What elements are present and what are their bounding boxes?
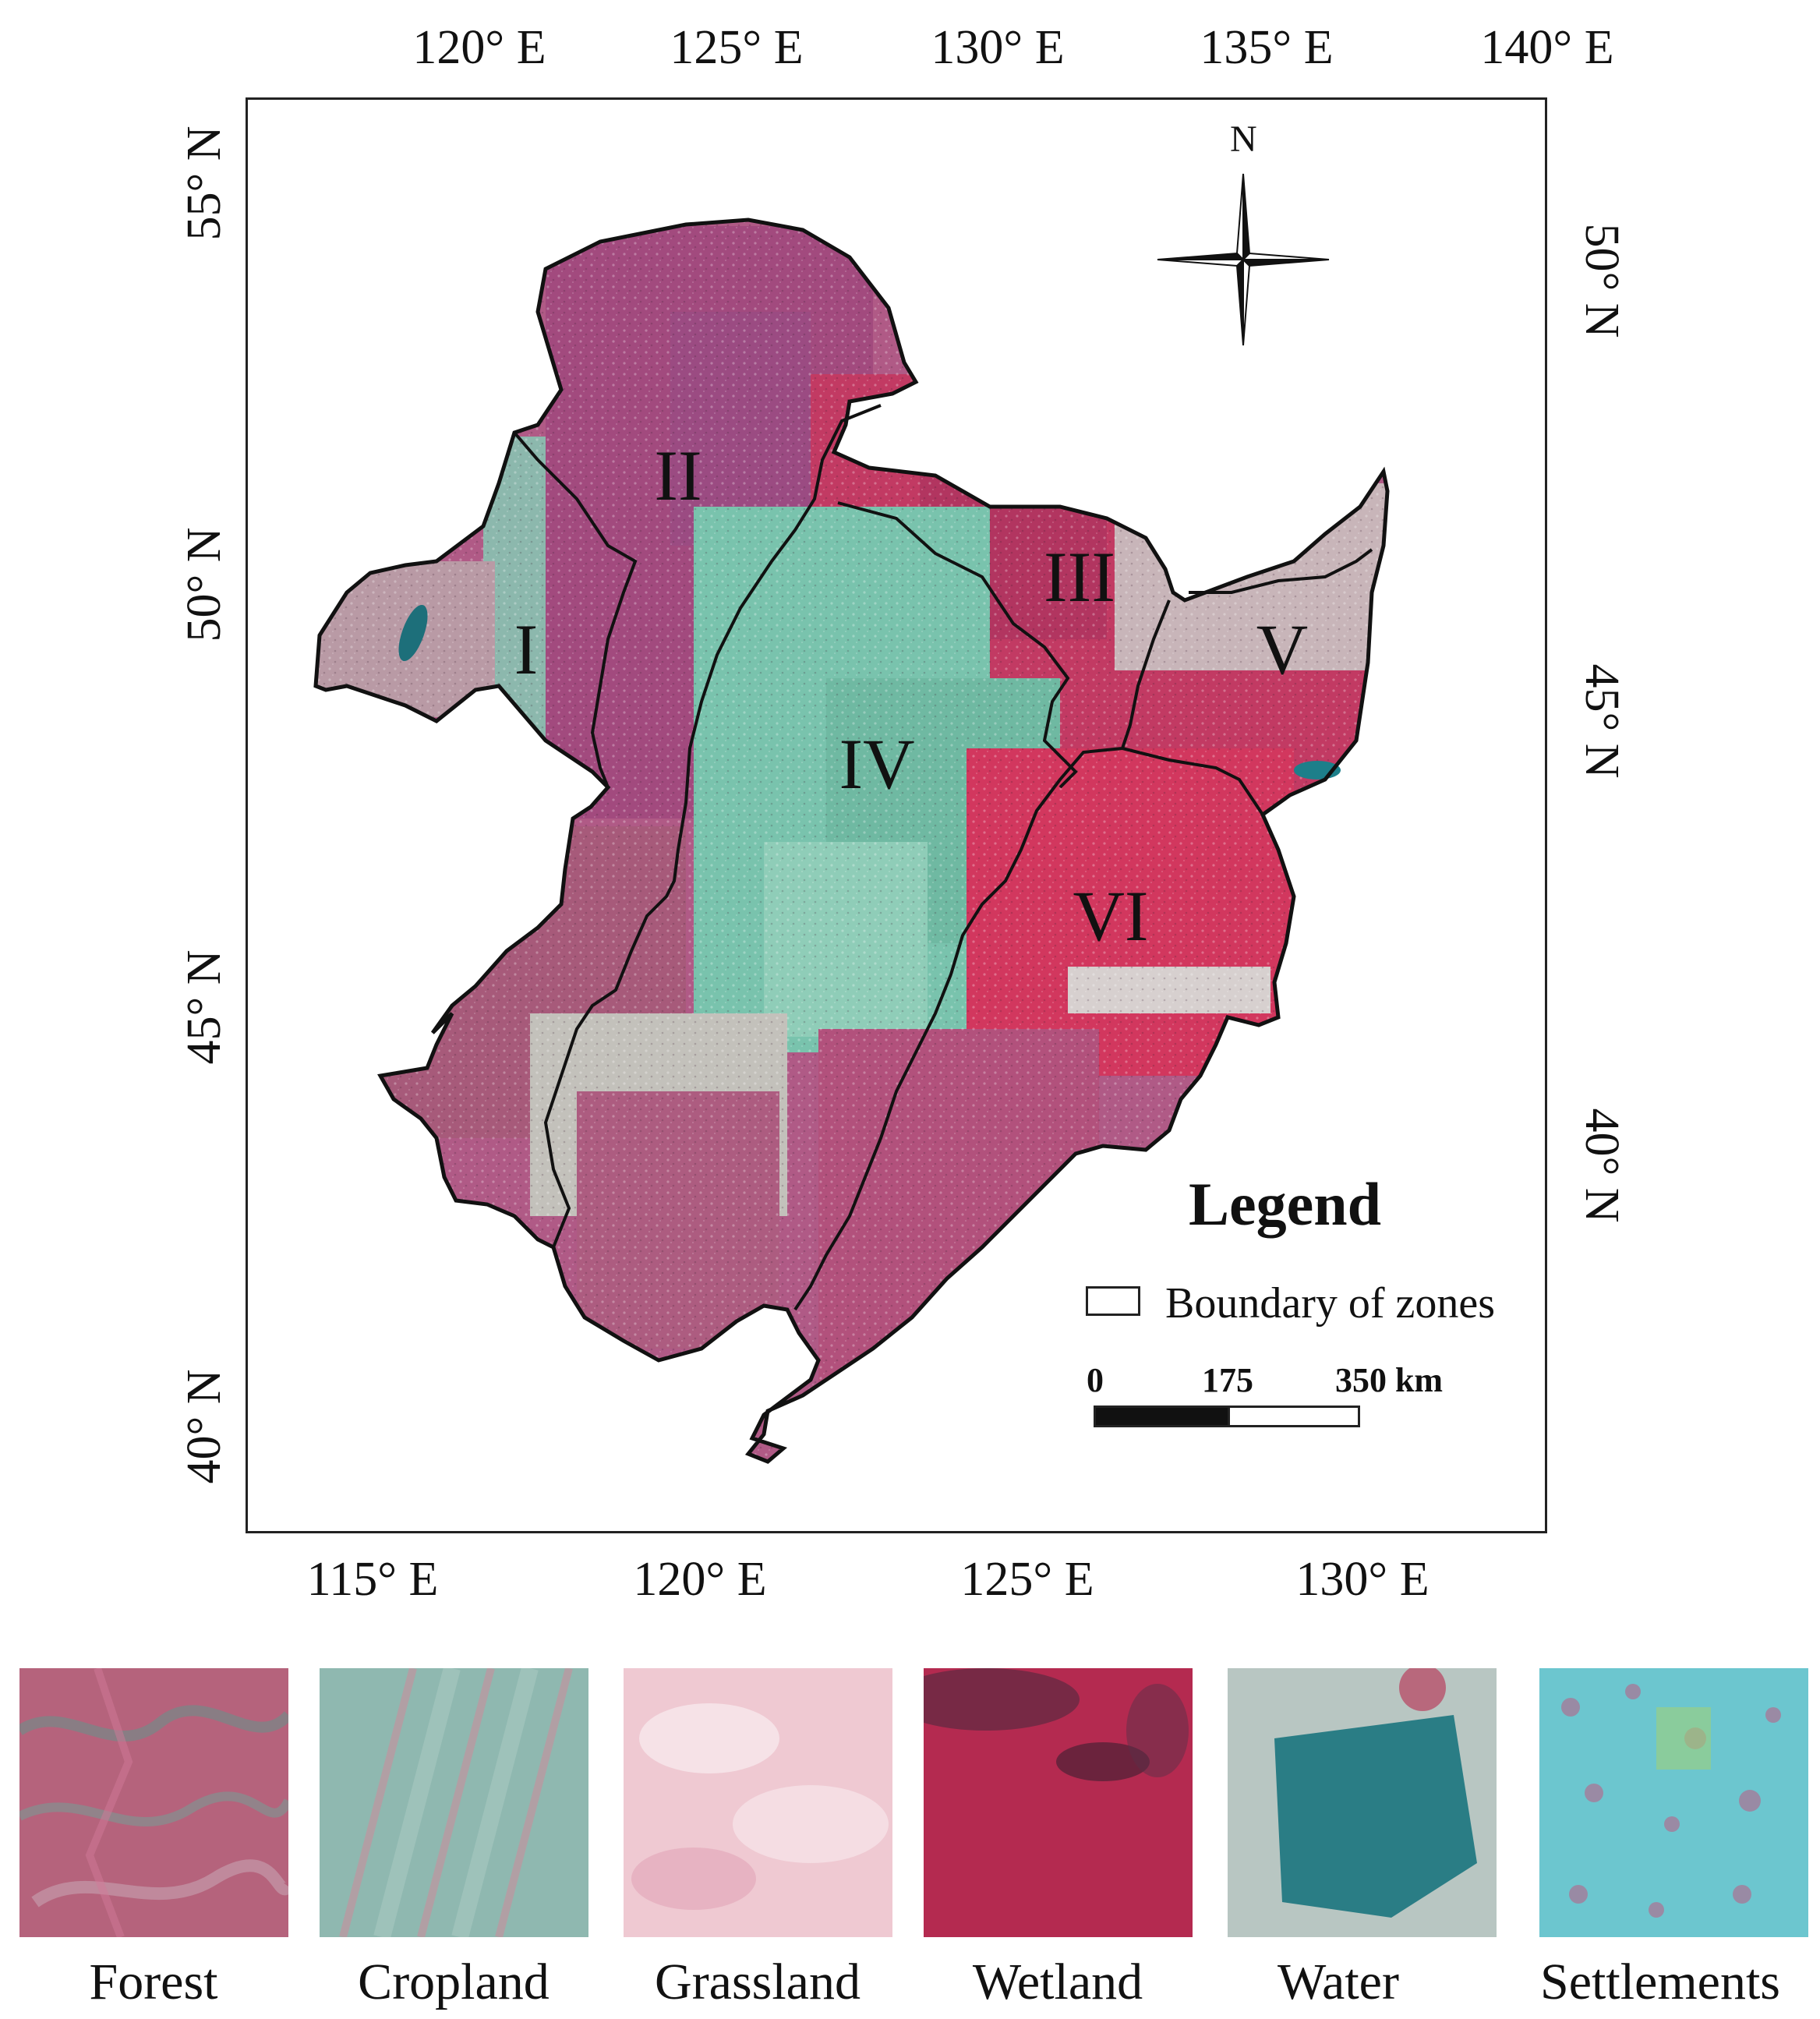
water-sample-image [1228, 1668, 1497, 1937]
map-canvas [313, 173, 1390, 1464]
bottom-lon-label-120: 120° E [633, 1553, 767, 1606]
top-lon-label-140: 140° E [1480, 21, 1614, 74]
zone-label-VI: VI [1073, 876, 1149, 956]
zone-label-III: III [1044, 537, 1115, 617]
forest-label: Forest [89, 1954, 218, 2010]
bottom-lon-label-115: 115° E [306, 1553, 439, 1606]
water-label: Water [1278, 1954, 1399, 2010]
top-lon-label-130: 130° E [931, 21, 1065, 74]
scale-bar-black [1094, 1406, 1230, 1427]
scale-bar-white [1228, 1406, 1360, 1427]
legend-title: Legend [1189, 1170, 1382, 1238]
scale-label-350: 350 km [1334, 1361, 1444, 1399]
grassland-sample-image [624, 1668, 892, 1937]
top-lon-label-125: 125° E [670, 21, 804, 74]
cropland-label: Cropland [358, 1954, 550, 2010]
forest-sample-image [19, 1668, 288, 1937]
zone-label-II: II [654, 436, 702, 515]
water-body-hulun [398, 604, 428, 662]
legend-boundary-label: Boundary of zones [1165, 1279, 1496, 1328]
settlements-sample-image [1539, 1668, 1808, 1937]
legend-boundary-swatch [1086, 1286, 1140, 1316]
scale-label-175: 175 [1202, 1361, 1253, 1399]
wetland-sample-image [924, 1668, 1193, 1937]
zone-label-V: V [1256, 610, 1309, 689]
top-lon-label-120: 120° E [412, 21, 546, 74]
cropland-sample-image [320, 1668, 588, 1937]
north-arrow-label: N [1230, 118, 1257, 160]
north-arrow-icon [1157, 173, 1330, 346]
zone-label-IV: IV [839, 724, 915, 804]
bottom-lon-label-125: 125° E [960, 1553, 1094, 1606]
scale-label-0: 0 [1087, 1361, 1104, 1399]
zone-label-I: I [514, 610, 539, 689]
region-outer-boundary [313, 217, 1390, 1464]
wetland-label: Wetland [972, 1954, 1143, 2010]
top-lon-label-135: 135° E [1200, 21, 1334, 74]
bottom-lon-label-130: 130° E [1295, 1553, 1429, 1606]
zone-boundaries [513, 404, 1373, 1311]
settlements-label: Settlements [1540, 1954, 1780, 2010]
grassland-label: Grassland [655, 1954, 861, 2010]
